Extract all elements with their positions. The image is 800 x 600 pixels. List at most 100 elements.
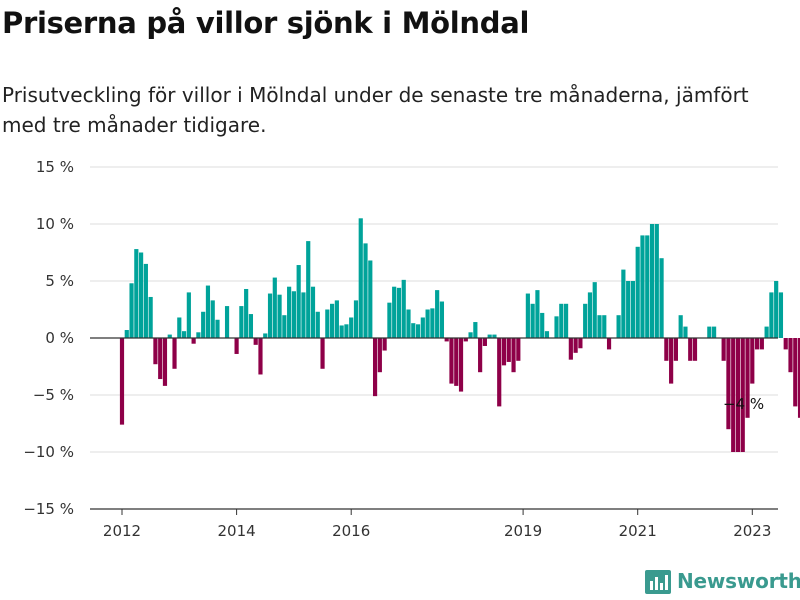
bar [573,338,578,353]
bar [602,315,607,338]
bar [501,338,507,366]
y-tick-label: −5 % [33,386,74,404]
bar [621,269,626,338]
bar [119,338,125,425]
bar [224,306,230,338]
bar [778,292,784,338]
bar [411,323,416,338]
bar [191,338,196,344]
bar [263,333,268,338]
bar [587,292,593,338]
bar [234,338,239,354]
y-tick-label: 0 % [45,329,74,347]
bar [301,292,306,338]
bar [291,291,296,338]
bar [606,338,612,350]
bar [148,296,153,338]
bar [296,265,301,338]
bar [468,332,473,338]
bar [530,303,535,338]
bar [162,338,168,386]
bar [788,338,793,373]
newsworthy-logo: Newsworthy [645,568,800,594]
x-tick-label: 2014 [218,522,256,540]
bar [406,309,411,338]
bar [458,338,464,392]
bar [430,308,435,338]
bar [664,338,669,361]
bar [688,338,693,361]
bar [287,286,292,338]
bar [124,330,129,338]
bar [415,324,421,338]
bar [712,326,717,338]
bar [654,224,659,338]
bar [253,338,258,345]
bar [258,338,263,375]
bar [339,325,344,338]
bar-chart: 15 % 10 % 5 % 0 % −5 % −10 % −15 % 2012 2014 2016… [23,158,800,540]
bar [382,338,387,351]
bar [181,331,187,338]
bar [267,293,273,338]
bar [726,338,731,430]
bar [745,338,750,418]
bar [186,292,191,338]
bar [568,338,573,360]
newsworthy-icon [645,570,671,594]
x-tick-label: 2021 [619,522,657,540]
bar [544,331,550,338]
bar [425,309,430,338]
bar [754,338,760,350]
bar [377,338,382,373]
axes-group: 15 % 10 % 5 % 0 % −5 % −10 % −15 % 2012 2014 2016… [23,158,778,540]
bar [439,301,445,338]
bar [210,300,215,338]
bar [244,288,249,338]
bar [525,293,530,338]
bar [793,338,798,407]
bar [692,338,698,361]
bar [478,338,483,373]
bar [387,302,392,338]
bar [740,338,745,452]
bar [583,303,588,338]
bar [201,311,206,338]
y-tick-label: −10 % [23,443,74,461]
bar [645,235,650,338]
bar [673,338,678,361]
bar [626,281,631,338]
bar [358,218,363,338]
bar [158,338,163,380]
bar [630,281,636,338]
bar [392,286,397,338]
bar [444,338,449,342]
bar [764,326,769,338]
y-tick-label: 15 % [36,158,74,176]
x-tick-label: 2012 [103,522,141,540]
y-tick-label: 5 % [45,272,74,290]
bar [797,338,800,418]
bar [473,322,478,338]
x-tick-label: 2019 [504,522,542,540]
bar [330,303,335,338]
chart-subtitle: Prisutveckling för villor i Mölndal unde… [2,83,749,137]
bar [487,334,492,338]
bar [306,241,311,338]
bar [167,334,172,338]
bar [368,260,373,338]
bar [320,338,325,369]
bar [635,246,640,338]
bar [769,292,774,338]
bar [659,258,664,338]
bar [506,338,511,362]
bar [363,243,368,338]
bar [349,317,354,338]
bar [731,338,736,452]
bar [282,315,287,338]
chart-title: Priserna på villor sjönk i Mölndal [2,6,530,40]
bar [396,287,402,338]
x-tick-label: 2016 [332,522,370,540]
bar [759,338,764,350]
bar [707,326,712,338]
